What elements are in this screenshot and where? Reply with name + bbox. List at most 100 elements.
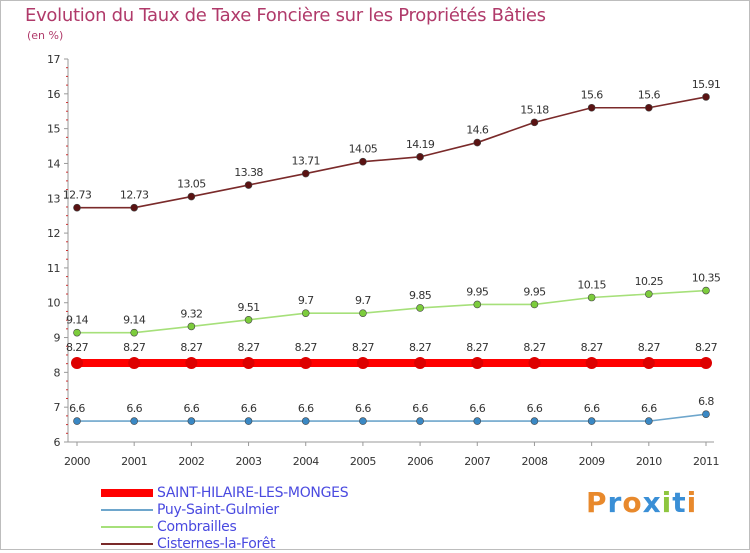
y-tick-label: 11 (47, 262, 60, 275)
data-label: 6.6 (126, 402, 142, 415)
legend-swatch (101, 509, 153, 511)
data-point (130, 203, 138, 212)
data-point (185, 356, 198, 369)
y-tick-label: 17 (47, 53, 60, 66)
data-label: 14.05 (349, 143, 378, 156)
data-point (528, 356, 541, 369)
data-point (473, 138, 482, 147)
data-point (356, 356, 369, 369)
logo-letter: t (672, 486, 687, 519)
data-label: 8.27 (352, 341, 375, 354)
y-tick-label: 10 (47, 297, 60, 310)
data-point (244, 315, 253, 324)
data-label: 15.6 (638, 89, 661, 102)
x-tick-label: 2003 (236, 455, 262, 468)
data-label: 8.27 (295, 341, 318, 354)
data-point (587, 293, 596, 302)
data-point (244, 417, 253, 425)
data-label: 9.51 (237, 301, 259, 314)
proxiti-logo: Proxiti (586, 486, 697, 519)
legend-swatch (101, 526, 153, 528)
data-point (645, 103, 653, 112)
data-point (585, 356, 598, 369)
data-label: 9.95 (466, 285, 489, 298)
data-point (702, 286, 710, 295)
logo-letter: i (661, 486, 673, 519)
y-tick-label: 9 (54, 332, 61, 345)
data-point (416, 304, 424, 312)
data-point (530, 118, 539, 127)
data-label: 6.6 (298, 402, 314, 415)
data-point (587, 417, 596, 425)
series-line-3 (77, 96, 707, 209)
y-tick-label: 6 (54, 436, 61, 449)
data-label: 8.27 (180, 341, 203, 354)
legend-swatch (101, 489, 153, 497)
x-tick-label: 2000 (64, 455, 90, 468)
data-point (359, 157, 367, 166)
logo-letter: x (642, 486, 662, 519)
data-point (187, 417, 196, 425)
series-line-2 (77, 289, 707, 334)
data-point (187, 322, 196, 331)
data-point (530, 417, 539, 425)
y-tick-label: 15 (47, 123, 60, 136)
data-label: 9.32 (180, 307, 202, 320)
data-point (471, 356, 484, 369)
x-tick-label: 2006 (407, 455, 433, 468)
data-label: 13.38 (234, 166, 263, 179)
data-label: 9.7 (298, 294, 314, 307)
x-tick-label: 2001 (121, 455, 147, 468)
y-tick-label: 13 (47, 192, 60, 205)
data-label: 6.6 (527, 402, 543, 415)
y-tick-label: 12 (47, 227, 60, 240)
data-label: 6.6 (469, 402, 485, 415)
data-label: 6.6 (641, 402, 657, 415)
data-label: 14.19 (406, 138, 435, 151)
data-point (73, 328, 81, 337)
data-label: 10.15 (577, 279, 606, 292)
data-point (73, 417, 81, 425)
data-point (71, 356, 83, 369)
data-label: 15.6 (581, 89, 604, 102)
chart-title: Evolution du Taux de Taxe Foncière sur l… (25, 5, 546, 26)
data-label: 8.27 (237, 341, 260, 354)
series-line-1 (77, 413, 707, 422)
data-label: 8.27 (523, 341, 546, 354)
data-label: 8.27 (123, 341, 146, 354)
data-label: 10.35 (692, 272, 721, 285)
data-point (130, 417, 138, 425)
data-label: 6.6 (241, 402, 257, 415)
logo-letter: i (686, 486, 698, 519)
x-tick-label: 2007 (464, 455, 490, 468)
data-point (130, 328, 138, 337)
data-point (473, 300, 482, 309)
legend-label: Cisternes-la-Forêt (157, 536, 276, 552)
data-point (700, 356, 712, 369)
y-tick-label: 7 (54, 401, 61, 414)
y-tick-label: 14 (47, 157, 60, 170)
legend-label: Combrailles (157, 519, 237, 535)
data-point (473, 417, 482, 425)
data-label: 9.14 (66, 314, 89, 327)
data-label: 10.25 (635, 275, 664, 288)
data-label: 15.18 (520, 103, 549, 116)
data-point (645, 417, 653, 425)
data-label: 8.27 (695, 341, 718, 354)
logo-letter: P (586, 486, 608, 519)
logo-letter: o (622, 486, 643, 519)
x-tick-label: 2005 (350, 455, 376, 468)
logo-letter: r (607, 486, 623, 519)
data-label: 6.6 (584, 402, 600, 415)
legend-swatch (101, 543, 153, 545)
unit-label: (en %) (27, 29, 64, 42)
data-label: 6.6 (69, 402, 85, 415)
x-tick-label: 2009 (579, 455, 605, 468)
data-label: 8.27 (409, 341, 432, 354)
data-label: 6.6 (355, 402, 371, 415)
data-label: 8.27 (466, 341, 489, 354)
legend-label: SAINT-HILAIRE-LES-MONGES (157, 485, 349, 501)
data-point (128, 356, 141, 369)
data-label: 14.6 (466, 124, 489, 137)
data-point (416, 153, 424, 161)
